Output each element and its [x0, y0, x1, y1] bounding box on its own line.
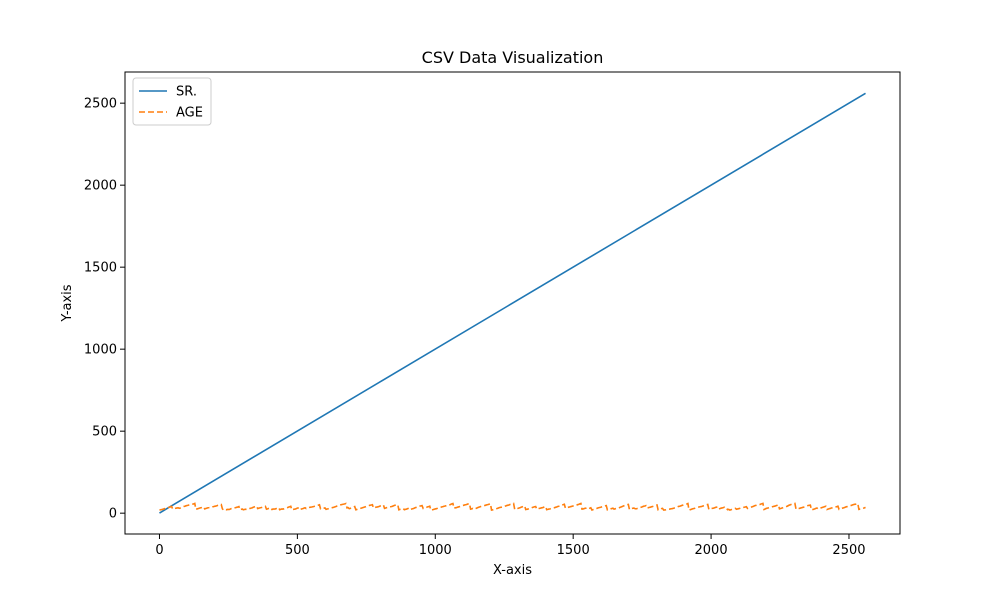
y-axis-label: Y-axis [60, 284, 75, 322]
x-axis-ticks: 0 500 1000 1500 2000 2500 [155, 534, 866, 558]
y-tick-label: 1000 [84, 343, 117, 358]
chart-title: CSV Data Visualization [422, 48, 604, 67]
y-tick-label: 500 [92, 425, 117, 440]
y-tick-label: 2000 [84, 179, 117, 194]
series-line-sr [159, 92, 866, 514]
x-tick-label: 500 [285, 543, 310, 558]
series-line-age [159, 502, 866, 512]
plot-area-frame [124, 71, 901, 535]
y-axis-ticks: 0 500 1000 1500 2000 2500 [84, 97, 125, 522]
legend: SR. AGE [132, 77, 212, 126]
legend-label-age: AGE [176, 106, 203, 121]
x-tick-label: 2000 [695, 543, 728, 558]
y-tick-label: 0 [109, 507, 117, 522]
x-tick-label: 2500 [832, 543, 865, 558]
x-axis-label: X-axis [493, 563, 532, 578]
series-layer [159, 92, 866, 514]
x-tick-label: 1000 [419, 543, 452, 558]
y-tick-label: 2500 [84, 97, 117, 112]
x-tick-label: 1500 [557, 543, 590, 558]
x-tick-label: 0 [155, 543, 163, 558]
legend-label-sr: SR. [176, 85, 197, 100]
legend-box [132, 77, 212, 126]
y-tick-label: 1500 [84, 261, 117, 276]
